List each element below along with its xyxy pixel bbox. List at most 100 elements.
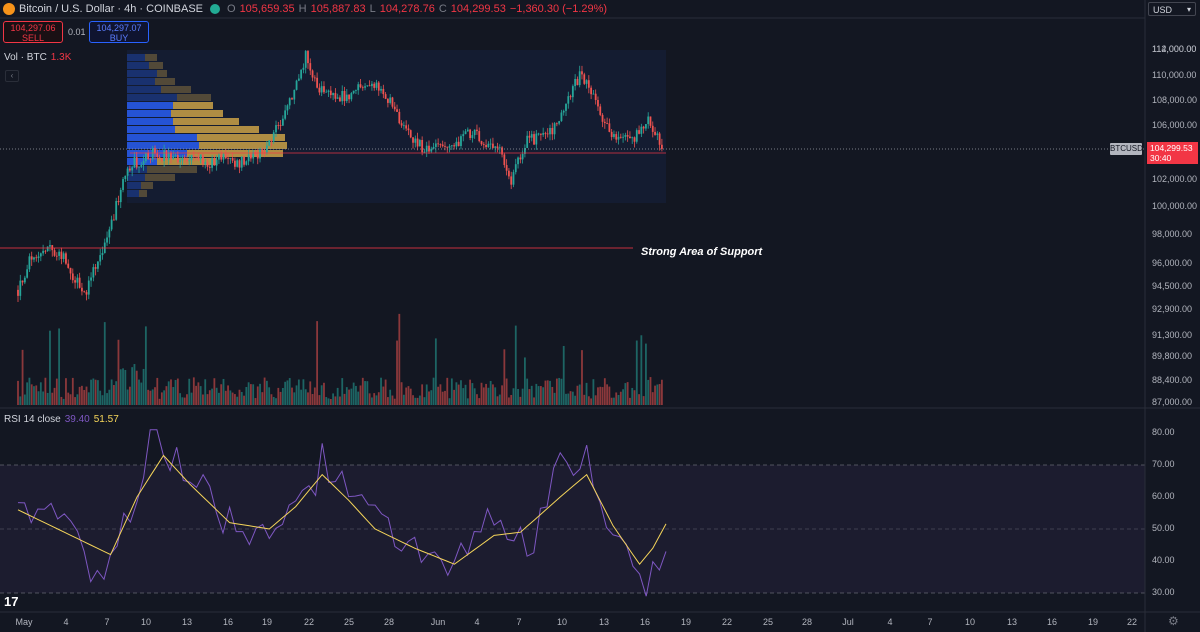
candle-body — [311, 70, 314, 78]
volume-bar — [412, 395, 414, 405]
volume-bar — [510, 394, 513, 405]
volume-bar — [83, 389, 86, 405]
volume-bar — [213, 378, 216, 405]
rsi-ma-line — [17, 454, 667, 566]
volume-bar — [391, 395, 394, 405]
buy-button[interactable]: 104,297.07 BUY — [89, 21, 149, 43]
candle-body — [505, 165, 508, 171]
volume-bar — [444, 390, 446, 405]
volume-bar — [610, 397, 613, 405]
candle-body — [387, 98, 389, 103]
candle-body — [651, 125, 654, 132]
volume-bar — [265, 380, 268, 405]
candle-body — [631, 137, 634, 139]
volume-bar — [418, 395, 421, 405]
volume-bar — [188, 378, 191, 405]
candle-body — [156, 153, 159, 158]
volume-bar — [332, 393, 334, 405]
volume-bar — [508, 397, 510, 405]
volume-bar — [466, 398, 469, 405]
candle-body — [423, 151, 426, 153]
volume-bar — [275, 398, 277, 405]
price-axis-tick: 112,000.00 — [1152, 44, 1197, 54]
candle-body — [250, 154, 252, 159]
volume-bar — [243, 395, 245, 405]
candle-body — [275, 125, 277, 133]
candle-body — [480, 141, 483, 145]
candle-body — [645, 124, 647, 129]
candle-body — [457, 141, 460, 147]
volume-bar — [259, 383, 261, 405]
volume-bar — [455, 382, 458, 405]
volume-bar — [140, 382, 143, 405]
volume-profile-down — [145, 54, 157, 61]
time-axis-tick: 22 — [1126, 617, 1138, 627]
time-axis-tick: 4 — [63, 617, 69, 627]
volume-profile-up — [127, 94, 177, 101]
candle-body — [514, 164, 517, 173]
rsi-legend[interactable]: RSI 14 close 39.40 51.57 — [4, 414, 119, 425]
volume-bar — [428, 391, 430, 405]
symbol-title[interactable]: Bitcoin / U.S. Dollar · 4h · COINBASE — [19, 3, 203, 15]
volume-bar — [535, 383, 538, 405]
collapse-legend-button[interactable]: ‹ — [5, 70, 19, 82]
volume-bar — [323, 382, 325, 405]
candle-body — [393, 106, 396, 110]
support-annotation[interactable]: Strong Area of Support — [641, 246, 763, 258]
sell-price: 104,297.06 — [10, 23, 56, 33]
volume-profile-down — [173, 118, 239, 125]
sell-button[interactable]: 104,297.06 SELL — [3, 21, 63, 43]
volume-bar — [393, 398, 396, 405]
volume-bar — [441, 391, 444, 405]
volume-bar — [571, 391, 574, 405]
tradingview-logo-icon[interactable]: 17 — [4, 594, 19, 609]
gear-icon[interactable]: ⚙ — [1168, 614, 1179, 628]
candle-body — [302, 67, 305, 70]
price-axis-tick: 89,800.00 — [1152, 351, 1193, 361]
candle-body — [576, 78, 579, 86]
volume-bar — [578, 384, 581, 405]
time-axis-tick: 16 — [639, 617, 651, 627]
price-axis-tick: 102,000.00 — [1152, 174, 1198, 184]
volume-bar — [661, 379, 663, 405]
currency-dropdown[interactable]: USD ▾ — [1148, 2, 1196, 16]
candle-body — [371, 83, 373, 87]
volume-bar — [131, 367, 134, 405]
candle-body — [26, 269, 29, 278]
volume-bar — [501, 385, 503, 405]
candle-body — [551, 127, 554, 135]
volume-bar — [309, 381, 312, 405]
volume-bar — [601, 387, 604, 405]
candle-body — [448, 146, 451, 148]
candle-body — [37, 256, 40, 259]
candle-body — [498, 147, 501, 149]
candle-body — [167, 152, 170, 160]
volume-bar — [263, 377, 266, 405]
candle-body — [300, 69, 303, 79]
candle-body — [489, 143, 492, 145]
candle-body — [99, 255, 102, 262]
volume-bar — [590, 398, 593, 405]
volume-bar — [291, 387, 293, 405]
candle-body — [640, 126, 643, 134]
volume-legend-value: 1.3K — [50, 52, 72, 63]
volume-legend[interactable]: Vol · BTC 1.3K — [4, 52, 71, 63]
candle-body — [49, 245, 51, 247]
volume-bar — [94, 379, 97, 405]
candle-body — [256, 155, 259, 159]
volume-bar — [99, 390, 102, 405]
volume-bar — [642, 396, 645, 405]
volume-bar — [218, 392, 220, 405]
candle-body — [243, 156, 245, 165]
volume-bar — [464, 384, 467, 405]
volume-bar — [250, 384, 252, 405]
candle-body — [503, 154, 506, 166]
candle-body — [245, 161, 248, 165]
candle-body — [517, 157, 519, 165]
volume-bar — [581, 350, 583, 405]
volume-bar — [327, 398, 330, 405]
candle-body — [19, 280, 22, 296]
candle-body — [469, 129, 471, 138]
